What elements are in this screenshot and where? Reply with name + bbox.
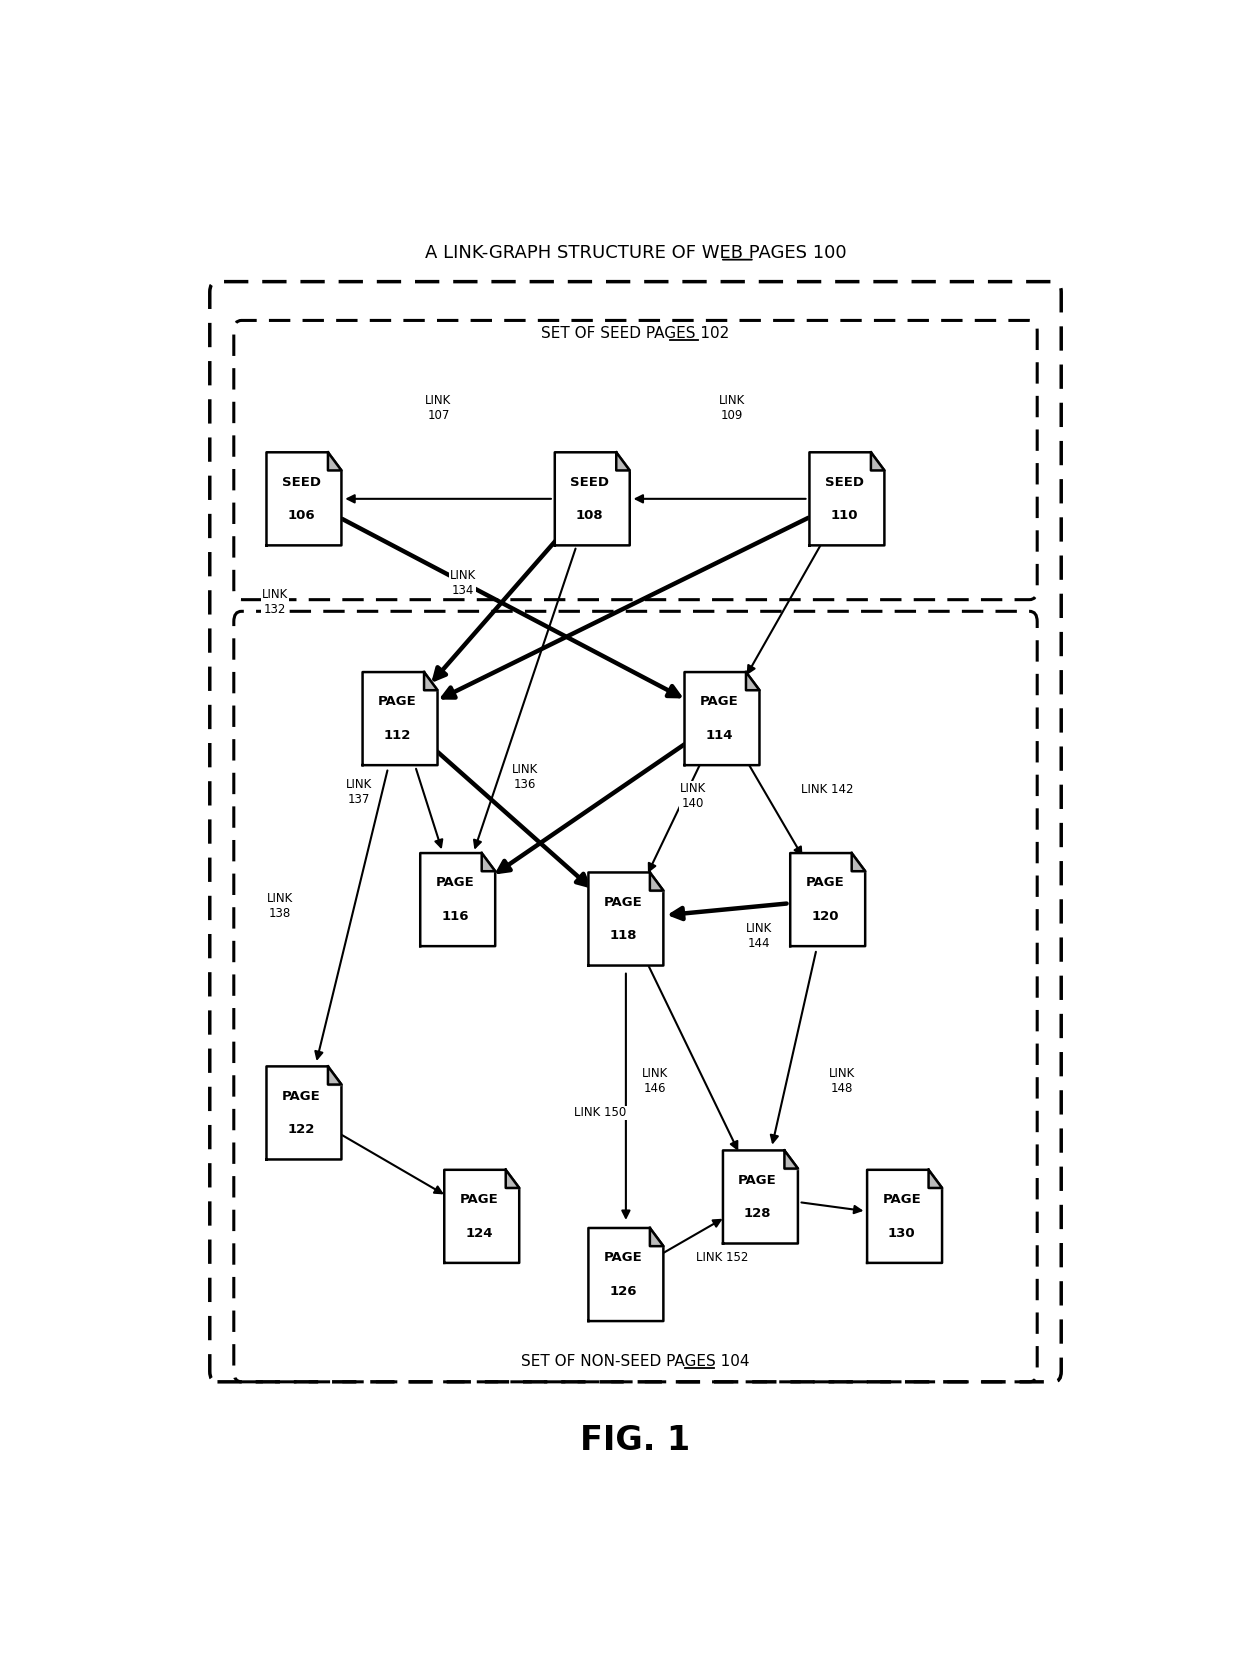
Polygon shape: [746, 672, 759, 690]
Text: LINK
107: LINK 107: [425, 395, 451, 423]
Text: LINK
109: LINK 109: [718, 395, 745, 423]
Polygon shape: [867, 1170, 942, 1263]
Polygon shape: [790, 853, 866, 947]
Text: PAGE: PAGE: [699, 695, 739, 709]
Text: SET OF SEED PAGES 102: SET OF SEED PAGES 102: [542, 326, 729, 341]
Text: LINK
137: LINK 137: [346, 779, 372, 806]
Text: PAGE: PAGE: [604, 1251, 642, 1264]
Text: 106: 106: [288, 509, 315, 522]
Text: LINK
146: LINK 146: [641, 1066, 668, 1095]
Text: 114: 114: [706, 729, 733, 742]
Text: PAGE: PAGE: [378, 695, 417, 709]
Text: LINK
148: LINK 148: [830, 1066, 856, 1095]
Text: LINK 142: LINK 142: [801, 782, 854, 796]
Polygon shape: [444, 1170, 520, 1263]
Text: 124: 124: [465, 1227, 492, 1239]
Polygon shape: [327, 1066, 341, 1085]
Text: LINK
144: LINK 144: [745, 922, 771, 950]
Polygon shape: [929, 1170, 942, 1189]
Text: 120: 120: [811, 910, 838, 923]
Polygon shape: [650, 873, 663, 890]
Polygon shape: [810, 452, 884, 546]
Polygon shape: [785, 1150, 797, 1169]
Text: PAGE: PAGE: [738, 1174, 777, 1187]
Polygon shape: [506, 1170, 520, 1189]
Text: 126: 126: [609, 1284, 637, 1298]
Polygon shape: [723, 1150, 797, 1244]
Text: LINK 150: LINK 150: [574, 1106, 626, 1120]
Text: PAGE: PAGE: [281, 1090, 320, 1103]
Polygon shape: [420, 853, 495, 947]
Text: PAGE: PAGE: [460, 1194, 498, 1206]
Text: PAGE: PAGE: [806, 876, 844, 890]
Polygon shape: [362, 672, 438, 766]
Text: LINK 152: LINK 152: [696, 1251, 748, 1264]
Polygon shape: [616, 452, 630, 470]
Text: PAGE: PAGE: [604, 895, 642, 908]
Text: 116: 116: [441, 910, 469, 923]
Text: SEED: SEED: [825, 475, 863, 489]
Text: LINK
132: LINK 132: [262, 588, 288, 616]
Polygon shape: [554, 452, 630, 546]
Polygon shape: [684, 672, 759, 766]
Polygon shape: [267, 1066, 341, 1160]
Polygon shape: [589, 1227, 663, 1321]
Text: 118: 118: [609, 928, 637, 942]
Polygon shape: [589, 873, 663, 965]
Text: LINK
134: LINK 134: [449, 569, 476, 596]
Text: LINK
138: LINK 138: [267, 892, 293, 920]
Polygon shape: [267, 452, 341, 546]
Text: 112: 112: [383, 729, 410, 742]
Text: 130: 130: [888, 1227, 915, 1239]
Text: SEED: SEED: [570, 475, 609, 489]
Text: SEED: SEED: [281, 475, 321, 489]
Polygon shape: [870, 452, 884, 470]
Text: LINK
140: LINK 140: [680, 782, 707, 811]
Text: A LINK-GRAPH STRUCTURE OF WEB PAGES 100: A LINK-GRAPH STRUCTURE OF WEB PAGES 100: [424, 243, 847, 262]
Text: PAGE: PAGE: [435, 876, 474, 890]
Polygon shape: [852, 853, 866, 871]
Text: 108: 108: [575, 509, 603, 522]
Text: SET OF NON-SEED PAGES 104: SET OF NON-SEED PAGES 104: [521, 1353, 750, 1368]
Text: 110: 110: [831, 509, 858, 522]
Polygon shape: [650, 1227, 663, 1246]
Text: PAGE: PAGE: [883, 1194, 921, 1206]
Polygon shape: [481, 853, 495, 871]
Polygon shape: [327, 452, 341, 470]
Text: FIG. 1: FIG. 1: [580, 1424, 691, 1456]
Text: 128: 128: [744, 1207, 771, 1221]
Polygon shape: [424, 672, 438, 690]
Text: 122: 122: [288, 1123, 315, 1137]
Text: LINK
136: LINK 136: [512, 762, 538, 791]
